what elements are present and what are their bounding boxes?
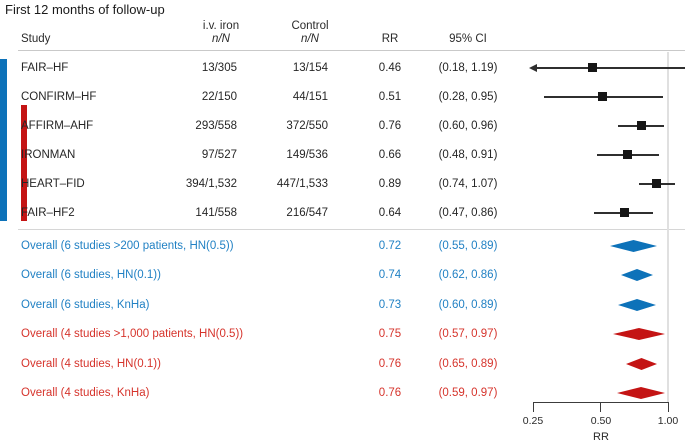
summary-diamond: [626, 357, 658, 370]
x-axis-tick-label: 0.25: [522, 415, 544, 427]
overall-rr-value: 0.76: [378, 387, 402, 399]
page-title: First 12 months of follow-up: [5, 2, 165, 17]
overall-rr-value: 0.74: [378, 269, 402, 282]
ci-value: (0.60, 0.96): [438, 119, 498, 132]
iv-iron-value: 97/527: [201, 148, 237, 161]
iv-iron-value: 13/305: [201, 61, 237, 74]
overall-ci-value: (0.62, 0.86): [438, 269, 498, 282]
summary-diamond: [609, 240, 657, 252]
ci-arrow-left-icon: [529, 63, 537, 72]
control-value: 447/1,533: [276, 177, 328, 190]
rr-square: [636, 121, 646, 130]
x-axis-tick-label: 1.00: [657, 415, 679, 427]
ci-value: (0.48, 0.91): [438, 148, 498, 161]
summary-diamond: [613, 328, 666, 341]
study-name: CONFIRM–HF: [21, 90, 97, 103]
control-value: 216/547: [286, 206, 328, 219]
rr-square: [652, 179, 662, 188]
rr-square: [623, 150, 633, 159]
overall-rr-value: 0.76: [378, 357, 402, 370]
overall-label: Overall (6 studies, HN(0.1)): [21, 269, 161, 282]
overall-rr-value: 0.73: [378, 298, 402, 311]
overall-ci-value: (0.57, 0.97): [438, 328, 498, 341]
ci-value: (0.47, 0.86): [438, 206, 498, 219]
overall-label: Overall (6 studies >200 patients, HN(0.5…: [21, 240, 234, 252]
header-rule: [18, 50, 685, 51]
column-header-iv-iron-line2: n/N: [212, 33, 230, 45]
rr-value: 0.66: [378, 148, 402, 161]
summary-diamond: [616, 387, 665, 399]
rr-value: 0.76: [378, 119, 402, 132]
iv-iron-value: 394/1,532: [185, 177, 237, 190]
study-name: FAIR–HF2: [21, 206, 75, 219]
overall-label: Overall (4 studies, HN(0.1)): [21, 357, 161, 370]
rr-value: 0.51: [378, 90, 402, 103]
column-header-control-line2: n/N: [301, 33, 319, 45]
overall-rr-value: 0.75: [378, 328, 402, 341]
summary-diamond: [618, 298, 657, 311]
rr-square: [597, 92, 607, 101]
overall-rr-value: 0.72: [378, 240, 402, 252]
rr-value: 0.89: [378, 177, 402, 190]
overall-label: Overall (4 studies >1,000 patients, HN(0…: [21, 328, 244, 341]
rr-value: 0.46: [378, 61, 402, 74]
overall-ci-value: (0.65, 0.89): [438, 357, 498, 370]
column-header-iv-iron-line1: i.v. iron: [202, 20, 240, 32]
ci-value: (0.28, 0.95): [438, 90, 498, 103]
ci-value: (0.18, 1.19): [438, 61, 498, 74]
control-value: 44/151: [292, 90, 328, 103]
iv-iron-value: 141/558: [195, 206, 237, 219]
blue-group-bar: [0, 59, 7, 221]
column-header-ci: 95% CI: [449, 33, 487, 45]
iv-iron-value: 293/558: [195, 119, 237, 132]
x-axis-tick-label: 0.50: [590, 415, 612, 427]
ci-value: (0.74, 1.07): [438, 177, 498, 190]
x-axis-tick: [533, 402, 534, 412]
x-axis-tick: [600, 402, 601, 412]
overall-ci-value: (0.60, 0.89): [438, 298, 498, 311]
reference-line: [667, 52, 669, 402]
column-header-rr: RR: [381, 33, 399, 45]
study-name: AFFIRM–AHF: [21, 119, 94, 132]
iv-iron-value: 22/150: [201, 90, 237, 103]
column-header-control: Control n/N: [270, 20, 350, 46]
summary-diamond: [621, 269, 654, 282]
control-value: 372/550: [286, 119, 328, 132]
study-name: FAIR–HF: [21, 61, 69, 74]
study-name: IRONMAN: [21, 148, 76, 161]
red-group-bar: [21, 105, 27, 221]
column-header-iv-iron: i.v. iron n/N: [181, 20, 261, 46]
ci-line: [536, 66, 685, 69]
column-header-control-line1: Control: [291, 20, 329, 32]
x-axis-tick: [668, 402, 669, 412]
x-axis-line: [533, 402, 669, 403]
overall-label: Overall (4 studies, KnHa): [21, 387, 150, 399]
rr-square: [620, 208, 630, 217]
control-value: 13/154: [292, 61, 328, 74]
control-value: 149/536: [286, 148, 328, 161]
overall-ci-value: (0.55, 0.89): [438, 240, 498, 252]
overall-ci-value: (0.59, 0.97): [438, 387, 498, 399]
column-header-study: Study: [21, 33, 51, 45]
x-axis-title: RR: [593, 431, 609, 443]
overall-label: Overall (6 studies, KnHa): [21, 298, 150, 311]
section-separator: [18, 229, 685, 230]
rr-value: 0.64: [378, 206, 402, 219]
rr-square: [587, 63, 597, 72]
study-name: HEART–FID: [21, 177, 85, 190]
